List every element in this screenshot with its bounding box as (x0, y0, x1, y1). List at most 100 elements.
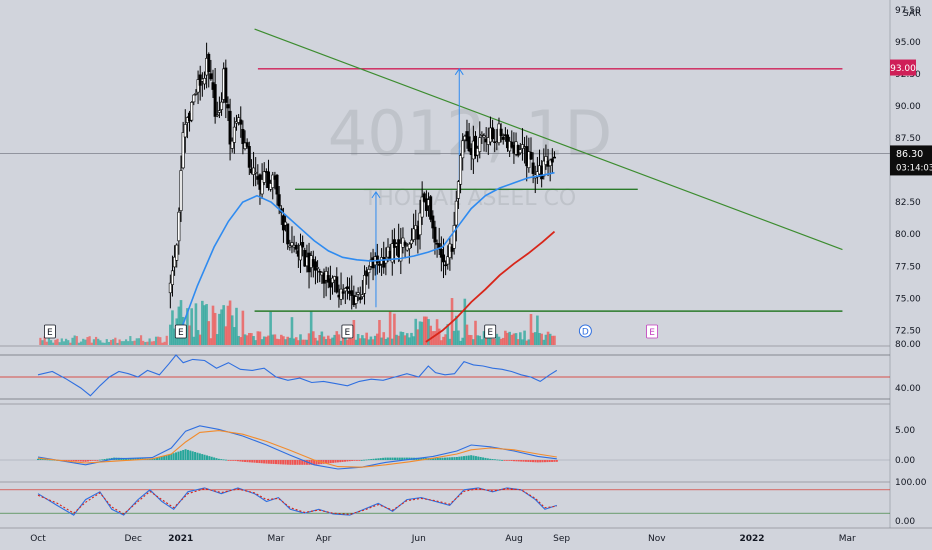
volume-bar (356, 333, 360, 345)
candle-body (207, 53, 211, 73)
macd-histogram-bar (441, 457, 444, 460)
macd-histogram-bar (156, 457, 158, 460)
volume-bar (271, 334, 275, 345)
candle-body (407, 243, 411, 249)
macd-histogram-bar (303, 460, 306, 465)
volume-bar (378, 319, 381, 345)
volume-bar (414, 318, 418, 345)
macd-histogram-bar (546, 460, 549, 463)
candle-body (192, 94, 196, 103)
candle-body (350, 290, 354, 296)
time-tick-label: Aug (505, 534, 523, 544)
candle-body (354, 296, 358, 304)
earnings-marker[interactable] (484, 324, 497, 339)
volume-bar (373, 335, 377, 345)
macd-histogram-bar (282, 460, 285, 465)
candle-body (452, 225, 456, 249)
volume-bar (43, 336, 46, 345)
macd-histogram-bar (463, 456, 466, 460)
candle-body (527, 151, 531, 169)
macd-histogram-bar (289, 460, 292, 465)
volume-bar (262, 336, 266, 345)
earnings-marker[interactable] (646, 324, 658, 339)
dividend-marker[interactable] (578, 324, 592, 338)
countdown-text: 03:14:03 (896, 163, 932, 173)
volume-bar (99, 340, 102, 345)
candle-body (544, 156, 548, 165)
volume-bar (58, 342, 61, 345)
volume-bar (339, 340, 343, 345)
macd-histogram-bar (520, 460, 523, 462)
volume-bar (118, 339, 121, 345)
candle-body (226, 104, 230, 109)
volume-bar (395, 334, 398, 345)
volume-bar (367, 339, 371, 345)
volume-bar (49, 340, 53, 345)
time-tick-label: Sep (553, 534, 570, 544)
macd-histogram-bar (405, 457, 408, 460)
volume-bar (382, 332, 386, 345)
volume-bar (277, 339, 281, 345)
volume-bar (314, 337, 317, 345)
watermark-name: THOB AL ASEEL CO (363, 186, 576, 211)
macd-histogram-bar (353, 460, 356, 461)
volume-bar (440, 340, 443, 345)
time-tick-label: Mar (268, 534, 285, 544)
volume-bar (461, 337, 464, 345)
volume-bar (390, 338, 394, 345)
volume-bar (112, 339, 115, 345)
volume-bar (237, 335, 240, 345)
macd-histogram-bar (398, 457, 401, 460)
candle-body (358, 297, 362, 300)
macd-histogram-bar (396, 457, 399, 460)
macd-histogram-bar (160, 456, 163, 460)
candle-body (299, 244, 303, 261)
volume-bar (137, 338, 141, 345)
candle-body (316, 267, 320, 269)
macd-histogram-bar (374, 458, 377, 460)
candle-body (181, 132, 185, 169)
volume-bar (230, 315, 234, 345)
last-price-tag (890, 145, 932, 176)
price-tick-label: 82.50 (895, 198, 921, 208)
macd-histogram-bar (189, 450, 192, 460)
volume-bar (401, 332, 405, 345)
macd-histogram-bar (248, 460, 251, 463)
volume-bar (157, 336, 160, 345)
earnings-marker[interactable] (44, 324, 56, 339)
candle-body (429, 196, 433, 220)
macd-histogram-bar (279, 460, 282, 465)
earnings-marker[interactable] (341, 324, 354, 339)
volume-bar (506, 332, 509, 345)
candle-body (183, 124, 187, 138)
volume-bar (299, 334, 302, 345)
macd-histogram-bar (151, 458, 154, 460)
macd-histogram-bar (225, 459, 228, 461)
volume-bar (146, 341, 149, 345)
macd-histogram-bar (98, 459, 101, 461)
candle-body (390, 243, 394, 263)
macd-histogram-bar (46, 459, 49, 461)
volume-bar (305, 339, 309, 345)
candle-body (482, 135, 486, 138)
candle-body (363, 275, 367, 294)
macd-tick-label: 5.00 (895, 426, 915, 436)
volume-bar (512, 333, 516, 345)
volume-bar (150, 341, 153, 345)
volume-bar (384, 338, 388, 345)
macd-histogram-bar (510, 460, 513, 461)
volume-bar (275, 338, 279, 345)
macd-histogram-bar (527, 460, 530, 462)
volume-bar (179, 300, 183, 345)
macd-histogram-bar (539, 460, 542, 463)
candle-body (168, 282, 172, 294)
macd-histogram-bar (458, 456, 461, 460)
volume-bar (361, 335, 364, 345)
candle-body (356, 292, 360, 295)
candle-body (177, 211, 181, 242)
macd-tick-label: 0.00 (895, 456, 915, 466)
candle-body (392, 239, 396, 248)
volume-bar (148, 338, 151, 345)
earnings-marker[interactable] (174, 324, 187, 339)
